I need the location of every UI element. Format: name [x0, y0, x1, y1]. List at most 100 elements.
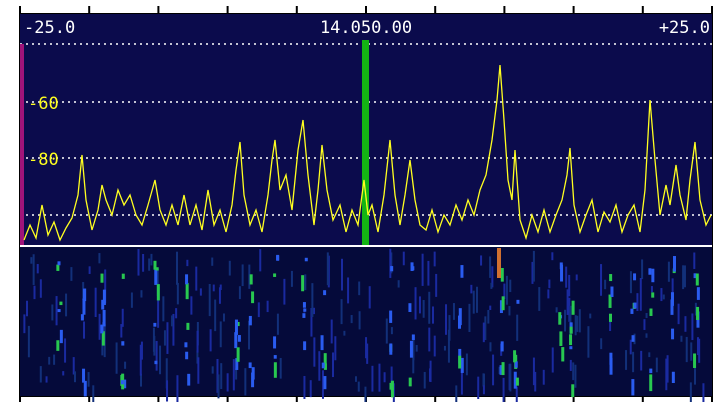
waterfall-streak: [37, 264, 39, 273]
waterfall-streak: [424, 372, 426, 389]
waterfall-streak: [371, 366, 373, 392]
waterfall-streak: [576, 316, 578, 332]
waterfall-streak: [220, 321, 222, 347]
waterfall-streak: [492, 355, 494, 386]
waterfall-streak: [175, 308, 177, 318]
waterfall-signal: [186, 283, 189, 299]
waterfall-streak: [242, 264, 244, 286]
waterfall-signal: [303, 308, 306, 311]
waterfall-streak: [477, 377, 479, 399]
waterfall-streak: [551, 252, 553, 260]
waterfall-signal: [321, 335, 324, 350]
waterfall-signal: [630, 309, 633, 314]
divider: [20, 245, 712, 247]
waterfall-streak: [684, 316, 686, 332]
waterfall-signal: [609, 353, 612, 365]
waterfall-signal: [671, 329, 674, 340]
waterfall-streak: [26, 301, 28, 317]
waterfall-streak: [646, 313, 648, 318]
waterfall-signal: [56, 265, 59, 271]
waterfall-signal: [559, 331, 562, 346]
waterfall-streak: [131, 293, 133, 308]
waterfall-signal: [273, 336, 276, 348]
waterfall-signal: [121, 341, 124, 345]
waterfall-streak: [589, 314, 591, 319]
waterfall-streak: [430, 361, 432, 382]
waterfall-signal: [631, 379, 634, 395]
waterfall-streak: [690, 342, 692, 360]
waterfall-signal: [154, 269, 157, 285]
waterfall-signal: [305, 258, 308, 261]
waterfall-signal: [412, 334, 415, 340]
waterfall-streak: [291, 271, 293, 287]
waterfall-signal: [60, 330, 63, 343]
waterfall-signal: [633, 273, 636, 280]
waterfall-streak: [702, 383, 704, 402]
waterfall-streak: [277, 314, 279, 335]
waterfall-signal: [156, 267, 159, 270]
waterfall-streak: [576, 274, 578, 280]
waterfall-signal: [501, 268, 504, 282]
waterfall-signal: [560, 265, 563, 282]
waterfall-signal: [633, 303, 636, 309]
waterfall-streak: [508, 306, 510, 315]
waterfall-streak: [565, 267, 567, 288]
waterfall-streak: [483, 323, 485, 343]
waterfall-streak: [176, 375, 178, 402]
waterfall-signal: [186, 323, 189, 330]
waterfall-streak: [283, 279, 285, 305]
waterfall-streak: [690, 382, 692, 402]
waterfall-streak: [332, 352, 334, 377]
waterfall-signal: [121, 380, 124, 384]
waterfall-streak: [233, 359, 235, 390]
waterfall-streak: [448, 315, 450, 341]
waterfall-streak: [641, 259, 643, 279]
waterfall-streak: [386, 319, 388, 344]
waterfall-streak: [229, 261, 231, 276]
waterfall-streak: [572, 362, 574, 380]
waterfall-signal: [391, 381, 394, 398]
waterfall-streak: [403, 252, 405, 266]
waterfall-streak: [579, 309, 581, 332]
waterfall-streak: [218, 374, 220, 398]
waterfall-streak: [455, 385, 457, 402]
waterfall-streak: [150, 254, 152, 266]
waterfall-streak: [156, 341, 158, 371]
waterfall-signal: [238, 335, 241, 342]
waterfall-signal: [153, 323, 156, 327]
waterfall-signal: [184, 342, 187, 347]
waterfall-streak: [428, 328, 430, 352]
waterfall-streak: [668, 262, 670, 282]
waterfall-signal: [157, 284, 160, 300]
waterfall-streak: [643, 319, 645, 330]
waterfall-signal: [100, 274, 103, 283]
waterfall-streak: [359, 311, 361, 329]
waterfall-streak: [140, 374, 142, 387]
waterfall-streak: [434, 336, 436, 357]
waterfall-signal: [82, 299, 85, 315]
waterfall-signal: [410, 341, 413, 358]
waterfall-streak: [166, 380, 168, 401]
waterfall-streak: [503, 378, 505, 402]
waterfall-signal: [185, 274, 188, 284]
waterfall-streak: [366, 344, 368, 364]
waterfall-streak: [600, 264, 602, 296]
waterfall-streak: [470, 285, 472, 294]
waterfall-streak: [432, 306, 434, 323]
waterfall-signal: [249, 316, 252, 325]
waterfall-streak: [331, 320, 333, 344]
waterfall-streak: [516, 315, 518, 341]
scale-left: -25.0: [24, 18, 75, 38]
waterfall-signal: [569, 346, 572, 349]
waterfall-streak: [389, 249, 391, 278]
waterfall-streak: [434, 252, 436, 267]
waterfall-streak: [244, 368, 246, 395]
waterfall-signal: [276, 256, 279, 261]
waterfall-signal: [274, 355, 277, 359]
waterfall-streak: [83, 321, 85, 338]
waterfall-streak: [489, 256, 491, 278]
waterfall-streak: [473, 291, 475, 314]
waterfall-signal: [501, 341, 504, 351]
waterfall-streak: [636, 293, 638, 311]
waterfall-signal: [672, 372, 675, 383]
